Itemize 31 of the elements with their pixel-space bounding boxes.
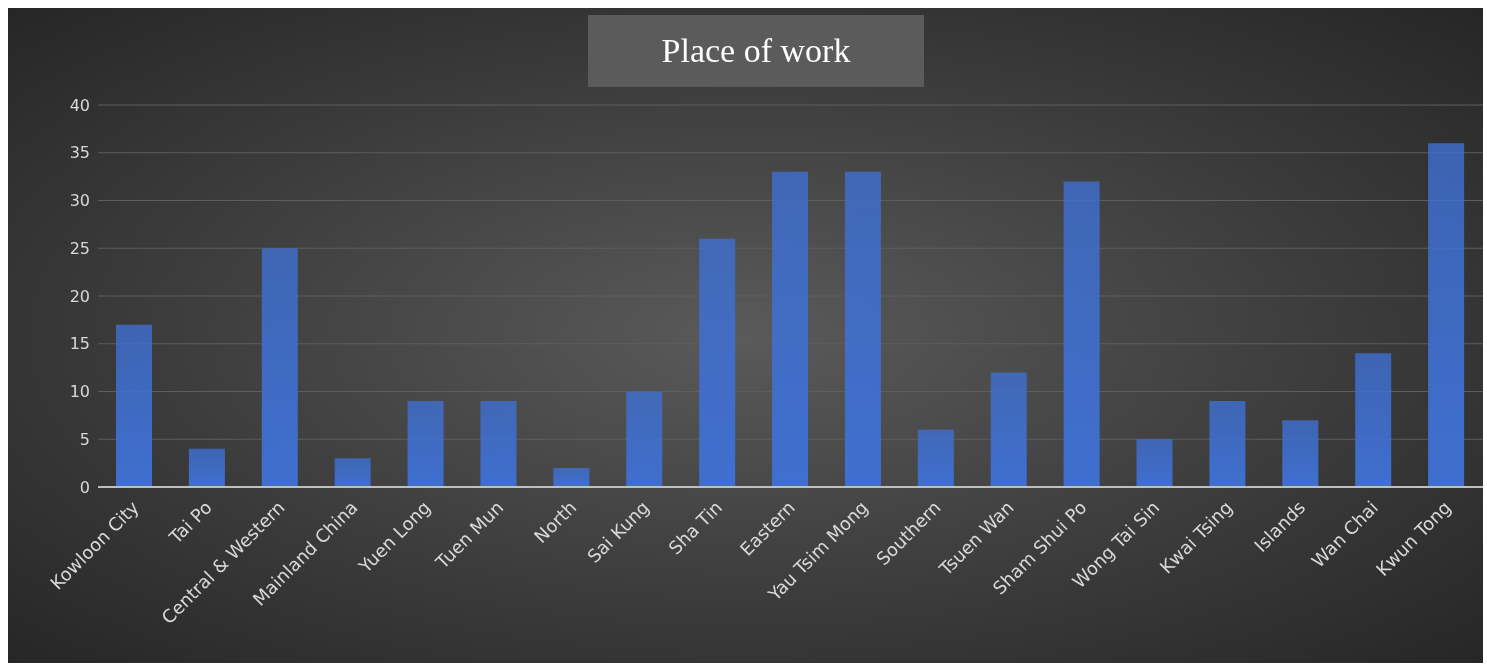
y-tick-label: 5 — [79, 429, 90, 449]
bar — [772, 171, 809, 487]
y-tick-label: 0 — [79, 477, 90, 497]
y-tick-label: 10 — [69, 382, 90, 402]
y-tick-label: 25 — [69, 238, 90, 258]
bar — [1355, 353, 1392, 487]
bar — [1063, 181, 1100, 487]
bar — [990, 372, 1027, 487]
bar — [334, 458, 371, 487]
x-tick-label: Sha Tin — [664, 496, 727, 559]
bar — [626, 391, 663, 487]
bar — [116, 324, 152, 487]
chart-title: Place of work — [588, 15, 924, 87]
y-tick-label: 15 — [69, 334, 90, 354]
bar — [1282, 420, 1319, 487]
bar — [261, 248, 298, 487]
bar — [188, 448, 225, 487]
bar — [844, 171, 881, 487]
bar — [1428, 143, 1465, 487]
y-tick-label: 40 — [69, 95, 90, 115]
bar — [480, 401, 517, 487]
bar — [1136, 439, 1173, 487]
y-tick-label: 30 — [69, 191, 90, 211]
bar — [407, 401, 444, 487]
x-tick-label: Tai Po — [164, 496, 216, 549]
y-tick-label: 35 — [69, 143, 90, 163]
bar — [1209, 401, 1246, 487]
bar — [553, 467, 590, 487]
y-tick-label: 20 — [69, 286, 90, 306]
bar — [699, 238, 736, 487]
bar — [917, 429, 954, 487]
